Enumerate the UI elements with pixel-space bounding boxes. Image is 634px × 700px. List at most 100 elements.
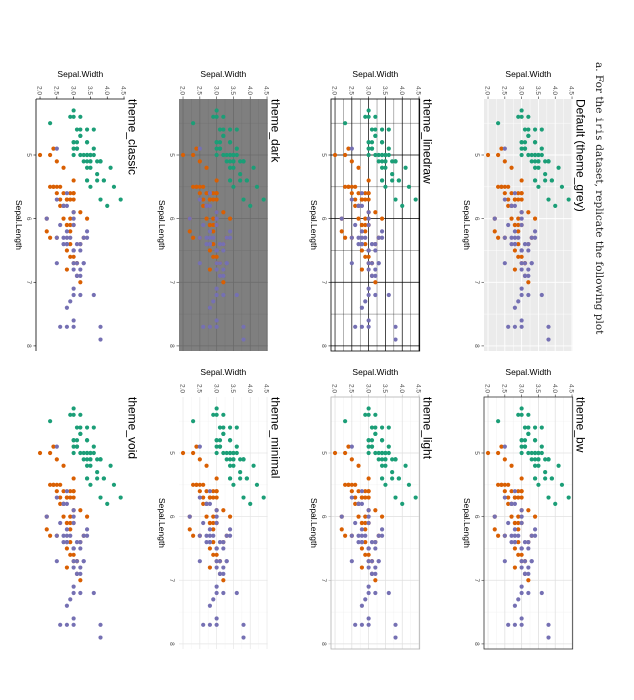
data-point [217, 571, 223, 577]
data-point [543, 476, 548, 481]
data-point [211, 539, 216, 545]
data-point [91, 590, 96, 596]
data-point [78, 267, 83, 272]
data-point [506, 197, 511, 202]
x-tick-label: 8 [168, 642, 175, 646]
data-point [207, 527, 213, 532]
data-point [366, 622, 371, 627]
data-point [214, 108, 219, 113]
data-point [98, 457, 103, 462]
data-point [356, 533, 361, 538]
data-point [502, 444, 507, 449]
data-point [227, 178, 233, 183]
data-point [64, 235, 70, 240]
data-point [214, 438, 219, 443]
data-point [509, 539, 514, 545]
data-point [211, 241, 216, 247]
data-point [379, 216, 385, 221]
data-point [506, 520, 511, 526]
data-point [519, 590, 524, 596]
data-point [376, 159, 381, 164]
data-point [353, 324, 358, 329]
y-tick-label: 2.0 [484, 86, 491, 95]
data-point [366, 584, 371, 589]
data-point [71, 552, 76, 557]
data-point [369, 241, 375, 247]
data-point [359, 565, 365, 570]
data-point [227, 457, 233, 462]
data-point [519, 146, 524, 151]
data-point [363, 254, 368, 259]
panel-title: theme_linedraw [421, 99, 435, 184]
data-point [61, 216, 66, 221]
data-point [359, 222, 365, 228]
data-point [231, 165, 236, 170]
data-point [191, 533, 196, 538]
data-point [529, 559, 534, 564]
data-point [353, 222, 358, 228]
data-point [54, 533, 59, 538]
y-tick-label: 2.5 [196, 86, 203, 95]
data-point [376, 559, 381, 564]
data-point [556, 463, 561, 468]
x-tick-label: 8 [320, 642, 327, 646]
data-point [78, 248, 83, 253]
data-point [366, 508, 371, 513]
data-point [71, 210, 76, 215]
data-point [376, 235, 381, 240]
data-point [529, 235, 534, 240]
data-point [369, 571, 375, 577]
plot-panel-light: theme_light 5 6 7 8 2.0 2.5 3.0 3.5 4.0 4.5 Sepal.L… [309, 367, 435, 650]
data-point [84, 165, 90, 170]
data-point [366, 438, 371, 443]
data-point [207, 248, 213, 253]
data-point [519, 254, 524, 259]
data-point [234, 152, 239, 158]
data-point [84, 476, 90, 481]
data-point [71, 622, 76, 627]
data-point [529, 450, 534, 456]
data-point [211, 222, 216, 228]
data-point [197, 489, 202, 494]
y-tick-label: 3.5 [381, 86, 388, 95]
data-point [78, 565, 83, 570]
data-point [403, 165, 408, 170]
data-point [369, 127, 375, 132]
data-point [369, 539, 375, 545]
data-point [217, 261, 223, 266]
data-point [343, 482, 348, 487]
data-point [238, 469, 243, 475]
data-point [81, 457, 86, 462]
data-point [214, 324, 219, 329]
data-point [539, 450, 544, 456]
data-point [379, 235, 385, 240]
data-point [379, 438, 385, 443]
data-point [343, 152, 348, 158]
data-point [519, 114, 524, 119]
data-point [526, 210, 531, 215]
data-point [502, 159, 507, 164]
data-point [536, 463, 541, 468]
plot-panel-minimal: theme_minimal 5 6 7 8 2.0 2.5 3.0 3.5 4.0 4.5 Sepal… [157, 367, 283, 649]
data-point [526, 248, 531, 253]
data-point [506, 184, 511, 189]
data-point [74, 559, 80, 564]
data-point [499, 146, 504, 151]
data-point [359, 501, 365, 507]
data-point [231, 463, 236, 468]
data-point [214, 489, 219, 494]
data-point [373, 425, 378, 430]
data-point [54, 184, 59, 189]
data-point [197, 482, 202, 487]
data-point [78, 412, 83, 417]
data-point [98, 324, 103, 329]
data-point [221, 292, 226, 298]
data-point [61, 463, 66, 468]
data-point [221, 241, 226, 247]
data-point [211, 514, 216, 519]
data-point [543, 171, 548, 177]
data-point [64, 539, 70, 545]
data-point [379, 178, 385, 183]
x-tick-label: 7 [168, 280, 175, 284]
data-point [204, 501, 209, 507]
